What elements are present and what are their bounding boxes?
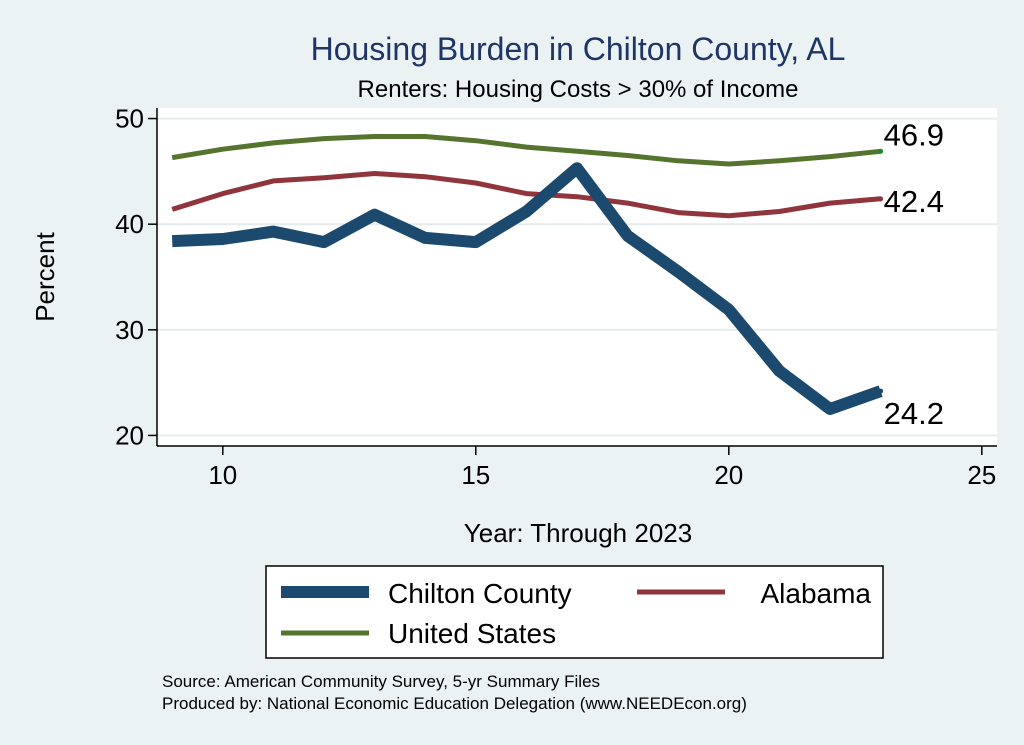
x-tick-label: 25 xyxy=(967,460,996,490)
chart-subtitle: Renters: Housing Costs > 30% of Income xyxy=(358,76,799,103)
y-tick-label: 40 xyxy=(115,209,144,239)
producer-note: Produced by: National Economic Education… xyxy=(162,694,747,713)
y-tick-label: 50 xyxy=(115,104,144,134)
series-lines xyxy=(171,134,883,415)
legend-label-alabama: Alabama xyxy=(760,578,871,609)
x-tick-label: 10 xyxy=(208,460,237,490)
legend: Chilton County Alabama United States xyxy=(265,565,884,659)
legend-label-chilton: Chilton County xyxy=(388,578,572,609)
end-marker-chilton-county xyxy=(878,388,884,394)
end-marker-alabama xyxy=(878,196,884,202)
series-line-united-states xyxy=(171,134,881,167)
legend-box xyxy=(265,565,884,659)
x-axis: 10 15 20 25 xyxy=(157,445,997,490)
end-label-chilton-county: 24.2 xyxy=(884,396,944,431)
x-tick-label: 20 xyxy=(714,460,743,490)
end-labels: 24.2 42.4 46.9 xyxy=(878,117,944,431)
end-marker-united-states xyxy=(878,148,884,154)
end-label-united-states: 46.9 xyxy=(884,117,944,152)
x-axis-label: Year: Through 2023 xyxy=(464,518,692,548)
legend-label-united-states: United States xyxy=(388,618,556,649)
series-line-chilton-county xyxy=(171,162,883,415)
y-axis: 20 30 40 50 xyxy=(115,104,158,450)
y-tick-label: 30 xyxy=(115,315,144,345)
y-axis-label: Percent xyxy=(30,231,60,321)
series-line-alabama xyxy=(171,171,881,219)
x-tick-label: 15 xyxy=(461,460,490,490)
source-note: Source: American Community Survey, 5-yr … xyxy=(162,672,600,691)
end-label-alabama: 42.4 xyxy=(884,184,944,219)
chart-title: Housing Burden in Chilton County, AL xyxy=(311,31,846,67)
y-tick-label: 20 xyxy=(115,420,144,450)
grid-lines xyxy=(157,117,997,437)
